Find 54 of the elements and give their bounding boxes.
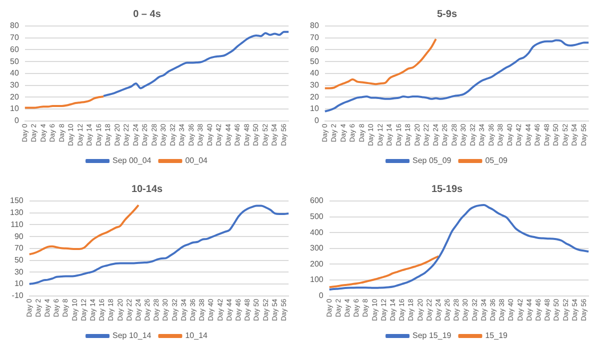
legend-label: 00_04 — [185, 156, 208, 166]
line-series — [102, 30, 290, 97]
line-series — [24, 96, 105, 109]
y-tick-label: 60 — [310, 44, 320, 54]
legend-label: Sep 15_19 — [412, 331, 452, 340]
y-tick-label: 10 — [14, 279, 24, 288]
y-tick-label: 0 — [314, 116, 320, 126]
y-tick-label: 10 — [10, 104, 20, 114]
y-tick-label: 40 — [10, 68, 20, 78]
y-tick-label: 150 — [10, 196, 24, 206]
y-tick-label: 90 — [14, 232, 24, 241]
y-tick-label: 40 — [310, 68, 320, 78]
y-tick-label: 110 — [10, 220, 24, 229]
y-tick-label: 50 — [10, 56, 20, 66]
y-tick-label: -10 — [12, 291, 24, 300]
y-tick-label: 20 — [310, 92, 320, 102]
y-tick-label: 0 — [14, 116, 20, 126]
y-tick-label: 300 — [310, 244, 324, 253]
y-tick-label: 60 — [10, 44, 20, 54]
y-tick-label: 70 — [310, 33, 320, 42]
y-tick-label: 200 — [310, 259, 324, 268]
y-tick-label: 500 — [310, 212, 324, 222]
y-tick-label: 70 — [14, 244, 24, 253]
y-tick-label: 30 — [10, 80, 20, 90]
y-tick-label: 600 — [310, 196, 324, 206]
legend-label: Sep 05_09 — [412, 156, 452, 166]
chart-title: 0 – 4s — [133, 8, 162, 20]
chart-title: 15-19s — [431, 184, 464, 195]
y-tick-label: 100 — [310, 275, 324, 284]
y-tick-label: 50 — [14, 255, 24, 264]
y-tick-label: 30 — [310, 80, 320, 90]
legend-label: 15_19 — [485, 331, 508, 340]
line-series — [28, 204, 140, 256]
legend-label: 10_14 — [185, 331, 208, 340]
line-series — [28, 204, 290, 285]
y-tick-label: 130 — [10, 208, 24, 218]
legend-label: Sep 00_04 — [112, 156, 152, 166]
y-tick-label: 0 — [318, 291, 324, 300]
y-tick-label: 400 — [310, 228, 324, 237]
chart-title: 5-9s — [436, 8, 458, 20]
y-tick-label: 80 — [310, 21, 320, 30]
legend-label: Sep 10_14 — [112, 331, 152, 340]
y-tick-label: 20 — [10, 92, 20, 102]
y-tick-label: 30 — [14, 267, 24, 276]
line-series — [324, 39, 590, 112]
y-tick-label: 80 — [10, 21, 20, 30]
line-series — [328, 255, 440, 288]
line-series — [324, 38, 437, 90]
chart-title: 10-14s — [131, 184, 164, 195]
y-tick-label: 10 — [310, 104, 320, 114]
y-tick-label: 50 — [310, 56, 320, 66]
legend-label: 05_09 — [485, 156, 508, 166]
line-series — [328, 204, 590, 290]
y-tick-label: 70 — [10, 33, 20, 42]
